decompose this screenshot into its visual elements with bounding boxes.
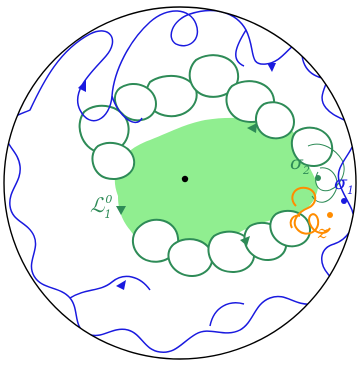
cluster-arrow-bottom <box>240 236 250 246</box>
cluster-arrow-left <box>116 206 126 215</box>
sigma2-point <box>315 175 321 181</box>
disk-boundary <box>3 6 357 360</box>
z-point <box>327 212 333 218</box>
cluster-arrow-top <box>247 123 257 133</box>
blue-arrow-left <box>78 80 86 92</box>
center-point <box>181 175 189 183</box>
orange-loops <box>289 186 331 235</box>
z-label: z <box>317 222 328 243</box>
sigma2-label: σ2 <box>290 152 310 177</box>
blue-arrow-top <box>267 63 276 72</box>
cluster-label: ℒ10 <box>90 193 112 221</box>
cluster-thin-strands <box>307 143 345 203</box>
blue-loop <box>5 9 356 353</box>
blue-arrow-bottom <box>116 280 126 290</box>
cluster-boundary <box>78 54 334 277</box>
cluster-fill <box>114 117 318 252</box>
sigma1-point <box>341 198 347 204</box>
sigma1-label: σ1 <box>334 172 354 197</box>
